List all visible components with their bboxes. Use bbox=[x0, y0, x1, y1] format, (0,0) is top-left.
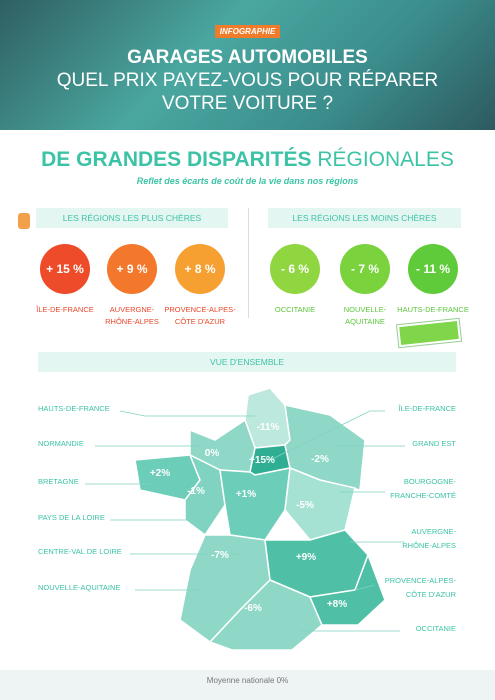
map-label: NORMANDIE bbox=[38, 439, 84, 448]
map-value: +9% bbox=[296, 552, 316, 563]
map-value: -5% bbox=[296, 500, 314, 511]
value-circle: + 8 % bbox=[175, 244, 225, 294]
map-label: HAUTS-DE-FRANCE bbox=[38, 404, 110, 413]
value-circle: - 11 % bbox=[408, 244, 458, 294]
region-label: AQUITAINE bbox=[345, 317, 385, 326]
region-label: ÎLE-DE-FRANCE bbox=[36, 305, 94, 314]
map-value: -2% bbox=[311, 454, 329, 465]
map-value: +8% bbox=[327, 599, 347, 610]
region-label: NOUVELLE- bbox=[343, 305, 387, 314]
region-label: CÔTE D'AZUR bbox=[174, 317, 226, 326]
region-centre bbox=[219, 467, 291, 541]
value-circle: - 7 % bbox=[340, 244, 390, 294]
divider bbox=[248, 208, 249, 318]
region-label: OCCITANIE bbox=[274, 305, 316, 314]
map-label: ÎLE-DE-FRANCE bbox=[397, 404, 456, 413]
france-map: -11% 0% +15% -2% +2% -1% +1% -5% -7% +9% -6% +8% HA… bbox=[38, 387, 457, 651]
map-label: PAYS DE LA LOIRE bbox=[38, 513, 105, 522]
value-circle: + 9 % bbox=[107, 244, 157, 294]
overview-heading: VUE D'ENSEMBLE bbox=[38, 352, 456, 372]
map-value: -7% bbox=[211, 550, 229, 561]
coins-icon bbox=[18, 213, 30, 229]
region-label: HAUTS-DE-FRANCE bbox=[397, 305, 469, 314]
value-circle: - 6 % bbox=[270, 244, 320, 294]
map-label: CENTRE-VAL DE LOIRE bbox=[38, 547, 122, 556]
cheap-heading: LES RÉGIONS LES MOINS CHÈRES bbox=[268, 208, 461, 228]
map-label: BOURGOGNE- bbox=[404, 477, 457, 486]
map-value: -1% bbox=[187, 486, 205, 497]
map-label: RHÔNE-ALPES bbox=[402, 541, 456, 550]
value-circle: + 15 % bbox=[40, 244, 90, 294]
map-label: OCCITANIE bbox=[416, 624, 456, 633]
title: GARAGES AUTOMOBILES bbox=[127, 47, 368, 68]
expensive-heading: LES RÉGIONS LES PLUS CHÈRES bbox=[36, 208, 228, 228]
subtitle: Reflet des écarts de coût de la vie dans… bbox=[136, 176, 359, 186]
title: QUEL PRIX PAYEZ-VOUS POUR RÉPARER bbox=[56, 70, 439, 91]
map-value: +1% bbox=[236, 489, 256, 500]
map-value: -11% bbox=[257, 422, 280, 433]
section-title-bold: DE GRANDES DISPARITÉS bbox=[41, 148, 312, 171]
map-label: GRAND EST bbox=[412, 439, 456, 448]
map-label: BRETAGNE bbox=[38, 477, 79, 486]
map-value: 0% bbox=[205, 448, 220, 459]
region-label: AUVERGNE- bbox=[109, 305, 155, 314]
region-label: RHÔNE-ALPES bbox=[105, 317, 159, 326]
header-banner bbox=[0, 0, 495, 130]
leader-lines bbox=[85, 410, 405, 632]
section-title: DE GRANDES DISPARITÉS RÉGIONALES bbox=[0, 148, 495, 172]
section-title-light: RÉGIONALES bbox=[317, 148, 454, 171]
map-label: CÔTE D'AZUR bbox=[406, 590, 457, 599]
regions bbox=[134, 387, 386, 651]
tag: INFOGRAPHIE bbox=[215, 25, 280, 38]
map-label: PROVENCE-ALPES- bbox=[385, 576, 457, 585]
map-labels: HAUTS-DE-FRANCE NORMANDIE BRETAGNE PAYS DE … bbox=[38, 404, 457, 633]
map-label: AUVERGNE- bbox=[411, 527, 456, 536]
region-occitanie bbox=[208, 579, 323, 651]
map-value: -6% bbox=[244, 603, 262, 614]
footer: Moyenne nationale 0% bbox=[0, 670, 495, 700]
map-label: NOUVELLE-AQUITAINE bbox=[38, 583, 120, 592]
map-values: -11% 0% +15% -2% +2% -1% +1% -5% -7% +9% -6% +8% bbox=[150, 422, 347, 614]
region-label: PROVENCE-ALPES- bbox=[164, 305, 236, 314]
title: VOTRE VOITURE ? bbox=[161, 93, 334, 114]
map-label: FRANCHE-COMTÉ bbox=[390, 491, 456, 500]
map-value: +15% bbox=[249, 455, 275, 466]
map-value: +2% bbox=[150, 468, 170, 479]
